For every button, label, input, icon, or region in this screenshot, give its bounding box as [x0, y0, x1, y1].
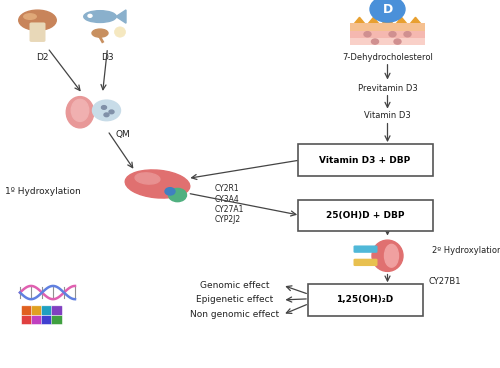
Circle shape: [168, 188, 186, 202]
Text: Vitamin D3: Vitamin D3: [364, 112, 411, 120]
Circle shape: [20, 298, 65, 331]
Text: D2: D2: [36, 53, 49, 61]
Circle shape: [370, 0, 405, 22]
Ellipse shape: [372, 240, 403, 272]
Ellipse shape: [24, 14, 36, 19]
FancyBboxPatch shape: [350, 23, 425, 31]
Ellipse shape: [114, 27, 126, 37]
Circle shape: [372, 39, 378, 44]
FancyBboxPatch shape: [22, 306, 32, 315]
FancyBboxPatch shape: [32, 306, 42, 315]
FancyBboxPatch shape: [42, 306, 52, 315]
Text: 7-Dehydrocholesterol: 7-Dehydrocholesterol: [342, 53, 433, 61]
FancyBboxPatch shape: [32, 315, 42, 325]
Polygon shape: [352, 17, 366, 26]
Text: CY27B1: CY27B1: [429, 277, 461, 286]
Text: 1º Hydroxylation: 1º Hydroxylation: [4, 187, 80, 196]
Text: 25(OH)D + DBP: 25(OH)D + DBP: [326, 211, 404, 220]
Circle shape: [88, 14, 92, 17]
FancyBboxPatch shape: [298, 199, 432, 231]
FancyBboxPatch shape: [22, 315, 32, 325]
Circle shape: [404, 32, 411, 37]
FancyBboxPatch shape: [308, 284, 422, 316]
Text: Genomic effect: Genomic effect: [200, 281, 270, 290]
Text: 2º Hydroxylation: 2º Hydroxylation: [432, 246, 500, 255]
Text: D3: D3: [101, 53, 114, 61]
Ellipse shape: [384, 244, 398, 267]
FancyBboxPatch shape: [350, 38, 425, 45]
Circle shape: [92, 100, 120, 121]
FancyBboxPatch shape: [298, 145, 432, 176]
Circle shape: [104, 113, 109, 117]
Text: D: D: [382, 3, 392, 16]
Ellipse shape: [125, 170, 190, 198]
Ellipse shape: [84, 11, 116, 22]
Ellipse shape: [135, 173, 160, 184]
Ellipse shape: [66, 97, 94, 128]
FancyBboxPatch shape: [354, 245, 378, 253]
FancyBboxPatch shape: [350, 31, 425, 39]
FancyBboxPatch shape: [30, 22, 46, 42]
Text: 1,25(OH)₂D: 1,25(OH)₂D: [336, 296, 394, 304]
Circle shape: [102, 106, 106, 109]
Text: Vitamin D3 + DBP: Vitamin D3 + DBP: [320, 156, 410, 164]
Ellipse shape: [19, 10, 56, 30]
FancyBboxPatch shape: [354, 259, 378, 266]
Polygon shape: [408, 17, 422, 26]
FancyBboxPatch shape: [42, 315, 52, 325]
Circle shape: [394, 39, 401, 44]
Circle shape: [364, 32, 371, 37]
Polygon shape: [366, 17, 380, 26]
FancyBboxPatch shape: [52, 315, 62, 325]
Ellipse shape: [92, 29, 108, 37]
Text: CY2R1
CY3A4
CY27A1
CYP2J2: CY2R1 CY3A4 CY27A1 CYP2J2: [215, 184, 244, 224]
FancyBboxPatch shape: [52, 306, 62, 315]
Polygon shape: [116, 10, 126, 23]
Circle shape: [389, 32, 396, 37]
Text: QM: QM: [115, 130, 130, 139]
Ellipse shape: [72, 99, 89, 121]
Circle shape: [165, 188, 175, 195]
Polygon shape: [380, 17, 394, 26]
Polygon shape: [394, 17, 408, 26]
Text: Non genomic effect: Non genomic effect: [190, 310, 280, 319]
Circle shape: [109, 110, 114, 114]
Text: Epigenetic effect: Epigenetic effect: [196, 296, 274, 304]
Text: Previtamin D3: Previtamin D3: [358, 84, 418, 93]
